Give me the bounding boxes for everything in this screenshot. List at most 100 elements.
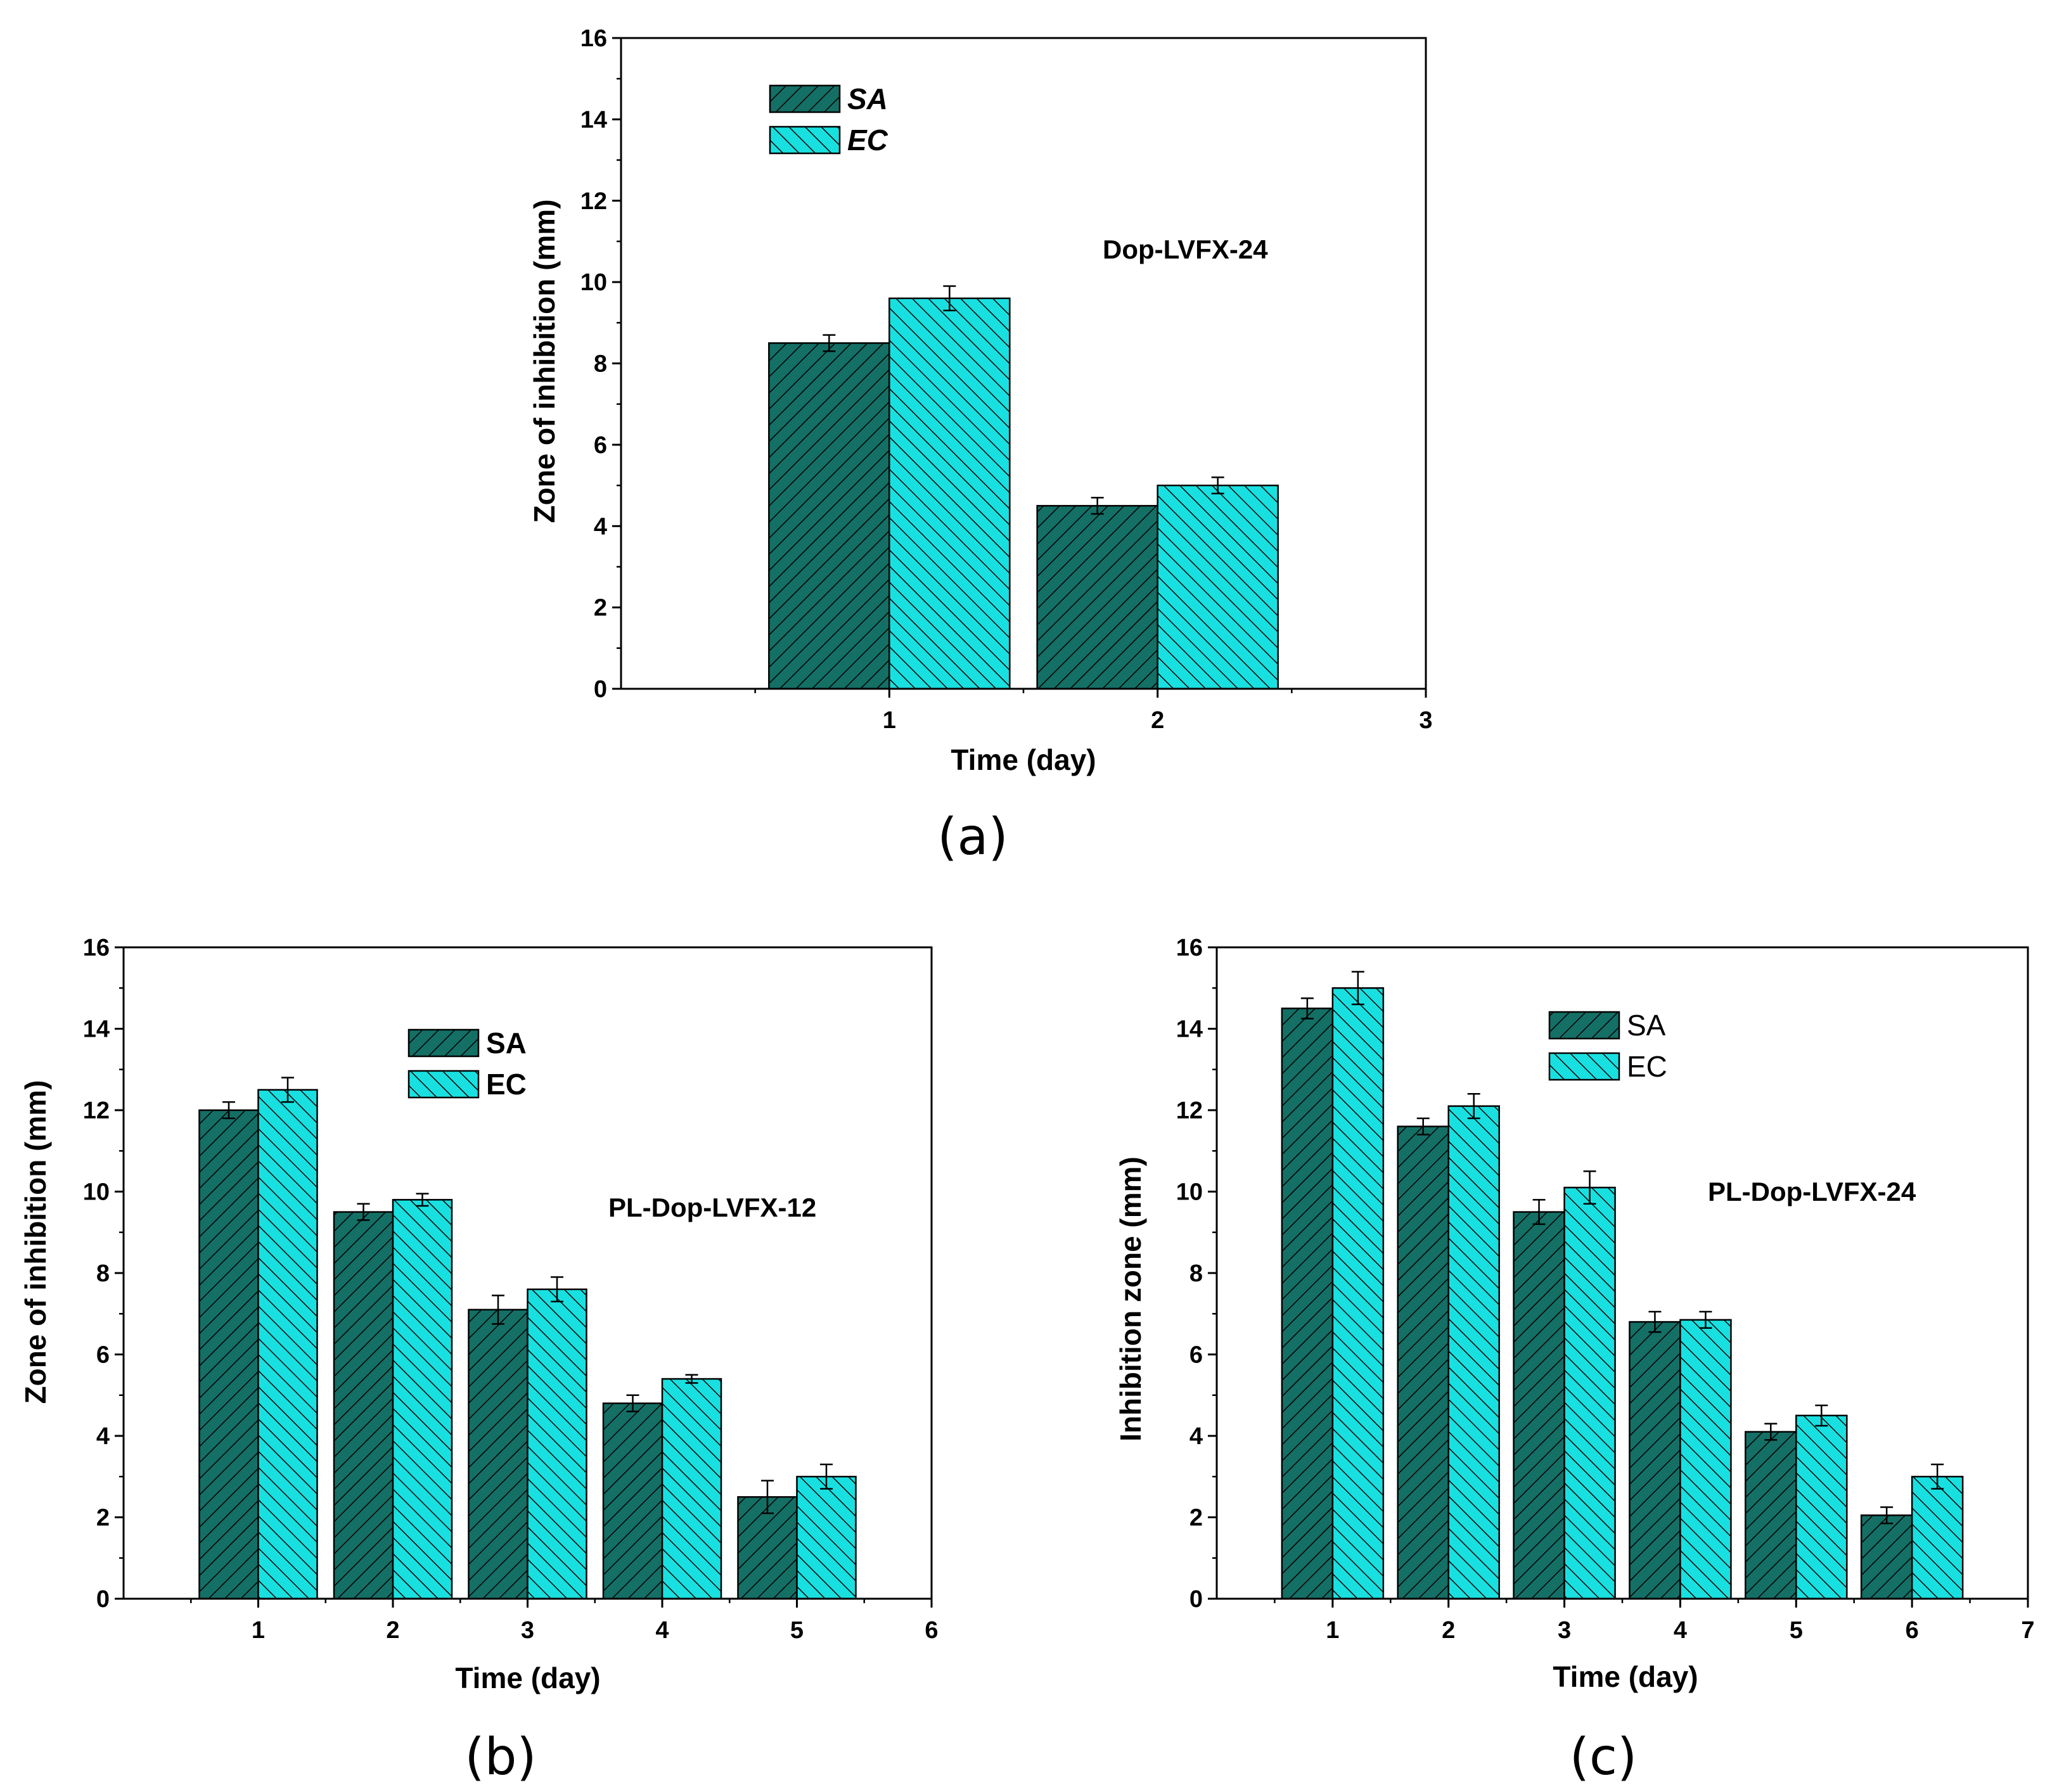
y-tick-label-a: 6 <box>594 432 607 459</box>
error-bar-ec-a-day1 <box>943 285 956 312</box>
y-tick-label-a: 14 <box>580 106 607 133</box>
bar-sa-c-day5 <box>1745 1431 1797 1600</box>
x-tick-label-c: 4 <box>1674 1617 1687 1644</box>
y-tick-label-b: 16 <box>83 935 110 961</box>
x-tick-label-a: 3 <box>1419 707 1432 734</box>
error-bar-ec-c-day5 <box>1815 1404 1828 1427</box>
bar-sa-b-day4 <box>602 1402 664 1600</box>
panel-a-annotation: Dop-LVFX-24 <box>1103 234 1268 264</box>
bar-ec-c-day3 <box>1563 1186 1616 1600</box>
y-tick-label-c: 10 <box>1176 1179 1203 1206</box>
error-bar-sa-c-day5 <box>1764 1423 1778 1441</box>
legend-label-sa-a: SA <box>847 82 888 115</box>
error-bar-sa-b-day2 <box>357 1203 370 1221</box>
panel-a-y-axis-title: Zone of inhibition (mm) <box>528 199 561 523</box>
error-bar-ec-b-day2 <box>416 1193 429 1207</box>
y-tick-label-a: 2 <box>594 595 607 622</box>
bar-ec-a-day2 <box>1157 484 1279 690</box>
plot-frame-a <box>620 37 1427 690</box>
y-tick-label-c: 8 <box>1189 1260 1203 1287</box>
bar-ec-b-day3 <box>527 1288 587 1600</box>
x-tick-label-b: 6 <box>925 1617 938 1644</box>
y-tick-label-a: 10 <box>580 269 607 296</box>
x-tick-label-c: 2 <box>1442 1617 1455 1644</box>
error-bar-ec-b-day4 <box>685 1374 698 1384</box>
y-tick-label-a: 12 <box>580 188 607 215</box>
legend-label-sa-c: SA <box>1627 1009 1666 1042</box>
panel-c-y-axis-title: Inhibition zone (mm) <box>1114 1156 1147 1442</box>
y-tick-label-b: 0 <box>96 1586 110 1613</box>
error-bar-sa-c-day2 <box>1416 1117 1430 1136</box>
y-tick-label-c: 0 <box>1189 1586 1203 1613</box>
error-bar-sa-b-day5 <box>761 1480 774 1514</box>
bar-ec-c-day2 <box>1447 1105 1500 1600</box>
bar-sa-c-day4 <box>1629 1321 1681 1600</box>
bar-ec-c-day1 <box>1331 987 1385 1600</box>
bar-sa-b-day1 <box>198 1109 259 1600</box>
legend-swatch-sa-b <box>407 1028 480 1058</box>
x-tick-label-b: 1 <box>252 1617 265 1644</box>
bar-sa-b-day3 <box>468 1309 529 1600</box>
error-bar-sa-c-day1 <box>1300 997 1314 1020</box>
legend-label-sa-b: SA <box>486 1027 527 1059</box>
chart-panel-a: Dop-LVFX-24 Time (day) Zone of inhibitio… <box>528 25 1433 866</box>
y-tick-label-b: 10 <box>83 1179 110 1206</box>
panel-a-label: (a) <box>937 807 1008 866</box>
error-bar-ec-c-day6 <box>1931 1463 1944 1490</box>
bar-ec-b-day1 <box>257 1089 318 1600</box>
error-bar-sa-b-day3 <box>492 1295 504 1325</box>
y-tick-label-c: 12 <box>1176 1098 1203 1124</box>
y-tick-label-b: 4 <box>96 1423 110 1450</box>
x-tick-label-b: 2 <box>386 1617 399 1644</box>
bar-sa-a-day2 <box>1036 504 1158 690</box>
y-tick-label-c: 6 <box>1189 1342 1203 1369</box>
panel-c-label: (c) <box>1570 1727 1637 1786</box>
error-bar-ec-c-day3 <box>1583 1170 1596 1205</box>
y-tick-label-b: 2 <box>96 1505 110 1532</box>
y-tick-label-b: 6 <box>96 1342 110 1369</box>
panel-b-label: (b) <box>465 1727 536 1786</box>
error-bar-sa-b-day4 <box>626 1394 639 1412</box>
error-bar-ec-c-day2 <box>1467 1093 1480 1120</box>
error-bar-ec-b-day3 <box>551 1276 563 1303</box>
bar-ec-b-day4 <box>661 1378 722 1600</box>
panel-b-annotation: PL-Dop-LVFX-12 <box>608 1193 816 1222</box>
chart-panel-c: PL-Dop-LVFX-24 Time (day) Inhibition zon… <box>1114 935 2035 1786</box>
legend-swatch-ec-b <box>407 1070 480 1099</box>
chart-panel-b: PL-Dop-LVFX-12 Time (day) Zone of inhibi… <box>19 935 939 1786</box>
y-tick-label-a: 4 <box>594 513 607 540</box>
panel-c-x-axis-title: Time (day) <box>1553 1660 1698 1693</box>
bar-ec-a-day1 <box>888 297 1011 690</box>
panel-b-y-axis-title: Zone of inhibition (mm) <box>19 1080 52 1404</box>
legend-swatch-ec-c <box>1548 1052 1620 1081</box>
error-bar-sa-b-day1 <box>222 1101 235 1120</box>
x-tick-label-c: 5 <box>1790 1617 1803 1644</box>
x-tick-label-b: 3 <box>521 1617 534 1644</box>
y-tick-label-c: 14 <box>1176 1016 1203 1043</box>
error-bar-ec-b-day1 <box>281 1077 294 1103</box>
x-tick-label-c: 3 <box>1558 1617 1571 1644</box>
error-bar-ec-b-day5 <box>820 1463 833 1490</box>
bar-sa-c-day3 <box>1513 1211 1565 1600</box>
error-bar-sa-c-day6 <box>1880 1506 1894 1525</box>
y-tick-label-a: 8 <box>594 351 607 378</box>
bar-sa-c-day2 <box>1397 1125 1449 1600</box>
error-bar-sa-a-day1 <box>823 334 836 352</box>
bar-sa-b-day2 <box>333 1211 394 1600</box>
y-tick-label-a: 16 <box>580 25 607 52</box>
legend-swatch-sa-a <box>769 84 841 113</box>
x-tick-label-c: 6 <box>1906 1617 1919 1644</box>
y-tick-label-c: 2 <box>1189 1505 1203 1532</box>
legend-label-ec-a: EC <box>847 124 888 157</box>
x-tick-label-a: 1 <box>883 707 896 734</box>
error-bar-sa-a-day2 <box>1091 497 1104 515</box>
x-tick-label-a: 2 <box>1151 707 1164 734</box>
bar-ec-c-day4 <box>1679 1319 1732 1600</box>
bar-ec-c-day5 <box>1795 1414 1848 1600</box>
y-tick-label-b: 14 <box>83 1016 110 1043</box>
error-bar-ec-c-day4 <box>1699 1310 1712 1329</box>
y-tick-label-c: 4 <box>1189 1423 1203 1450</box>
x-tick-label-b: 4 <box>655 1617 669 1644</box>
legend-swatch-ec-a <box>769 125 841 155</box>
